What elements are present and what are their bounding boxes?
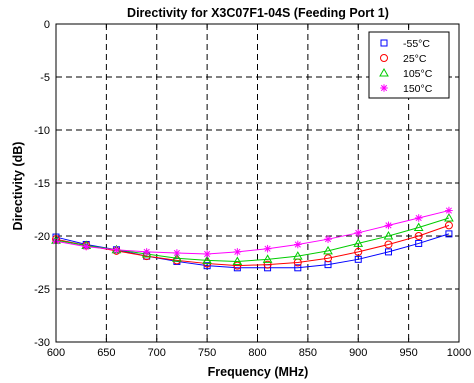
legend-item: 105°C (379, 67, 433, 80)
series-2 (52, 221, 453, 270)
legend: -55°C 25°C 105°C 150°C (368, 31, 450, 99)
series-line (55, 210, 450, 255)
y-tick-label: -25 (34, 284, 50, 296)
x-tick-label: 900 (349, 347, 367, 359)
legend-item: 150°C (380, 83, 433, 95)
series-3 (51, 212, 454, 265)
data-point (294, 264, 302, 272)
data-point (173, 249, 181, 257)
x-axis-label: Frequency (MHz) (208, 365, 309, 379)
data-point (353, 238, 364, 247)
x-tick-label: 650 (97, 347, 115, 359)
asterisk-stroke (380, 84, 388, 92)
data-point (414, 232, 423, 240)
data-point (413, 222, 424, 232)
data-point (384, 248, 392, 256)
asterisk-stroke (415, 214, 422, 222)
asterisk-stroke (143, 248, 150, 255)
data-point (444, 212, 454, 222)
y-axis-label: Directivity (dB) (11, 142, 25, 231)
data-point (323, 245, 333, 255)
series-group (51, 206, 454, 272)
asterisk-stroke (324, 236, 332, 243)
data-point (354, 255, 362, 263)
data-point (202, 255, 212, 264)
legend-item: -55°C (380, 38, 430, 50)
asterisk-stroke (445, 207, 453, 214)
legend-item: 25°C (380, 53, 427, 65)
axis-ticks: 600 650 700 750 800 850 900 950 1000 0 -5 -10 -15 -20… (34, 19, 471, 359)
data-point (384, 240, 393, 249)
y-tick-label: -5 (40, 72, 50, 84)
y-tick-label: -20 (34, 231, 50, 243)
asterisk-stroke (204, 250, 211, 258)
data-point (263, 244, 272, 253)
x-tick-label: 950 (399, 347, 417, 359)
y-tick-label: -15 (34, 178, 50, 190)
data-point (263, 260, 272, 269)
data-point (445, 230, 453, 238)
data-point (233, 261, 242, 270)
asterisk-stroke (113, 246, 120, 253)
legend-marker (380, 54, 388, 62)
x-tick-label: 700 (148, 347, 166, 359)
x-tick-label: 750 (198, 347, 216, 359)
x-tick-label: 1000 (447, 347, 471, 359)
x-tick-label: 600 (47, 347, 65, 359)
data-point (354, 229, 363, 237)
data-point (292, 251, 303, 260)
data-point (415, 239, 423, 247)
series-line (55, 224, 450, 267)
legend-label: 25°C (403, 53, 427, 65)
y-tick-label: -30 (34, 337, 50, 349)
data-point (294, 240, 302, 249)
asterisk-stroke (264, 245, 271, 252)
data-point (324, 254, 333, 263)
asterisk-stroke (355, 229, 362, 236)
plot-frame (55, 23, 460, 343)
y-tick-label: 0 (44, 19, 50, 31)
x-tick-label: 800 (248, 347, 266, 359)
data-point (354, 247, 363, 256)
legend-label: 105°C (403, 68, 433, 80)
asterisk-stroke (173, 249, 180, 257)
legend-label: -55°C (403, 38, 430, 50)
data-point (233, 248, 242, 256)
data-point (82, 242, 91, 251)
asterisk-stroke (83, 243, 90, 250)
data-point (142, 248, 151, 256)
data-point (414, 214, 423, 222)
data-point (445, 206, 453, 215)
data-point (262, 254, 273, 263)
legend-marker (380, 84, 388, 92)
legend-marker (380, 39, 388, 47)
data-point (232, 256, 243, 265)
y-tick-label: -10 (34, 125, 50, 137)
asterisk-stroke (234, 248, 241, 255)
asterisk-stroke (385, 222, 392, 229)
legend-label: 150°C (403, 83, 433, 95)
data-point (112, 245, 121, 254)
data-point (383, 230, 394, 240)
data-point (172, 253, 182, 262)
asterisk-stroke (294, 241, 301, 248)
legend-marker (379, 67, 389, 77)
x-tick-label: 850 (299, 347, 317, 359)
data-point (203, 250, 211, 258)
data-point (444, 221, 453, 230)
chart-title: Directivity for X3C07F1-04S (Feeding Por… (127, 6, 389, 20)
data-point (324, 235, 332, 243)
data-point (384, 221, 393, 230)
